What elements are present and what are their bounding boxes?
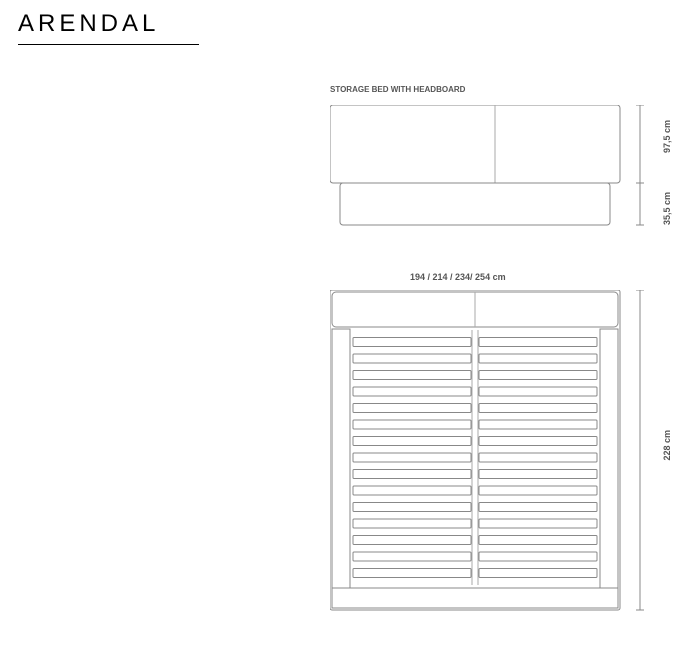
dim-width-options: 194 / 214 / 234/ 254 cm <box>410 272 506 282</box>
front-elevation <box>330 105 690 245</box>
product-title: ARENDAL <box>18 10 199 45</box>
top-plan-view <box>330 290 690 630</box>
variant-subtitle: STORAGE BED WITH HEADBOARD <box>330 85 465 94</box>
